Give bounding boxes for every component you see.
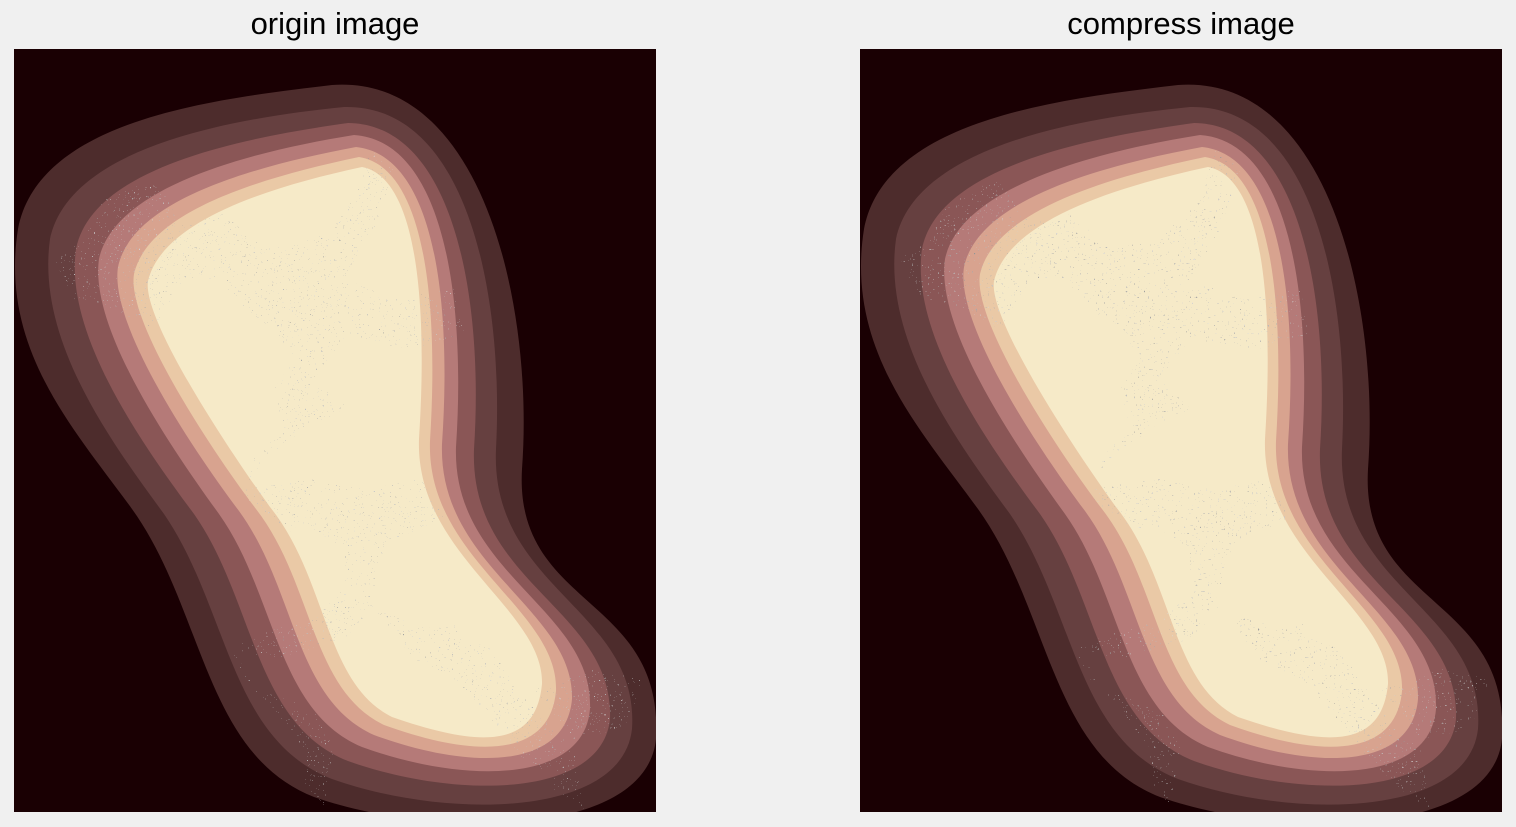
origin-fractal-image (14, 49, 656, 812)
origin-image-title: origin image (250, 6, 420, 41)
origin-image-axes (14, 49, 656, 812)
compress-image-axes (860, 49, 1502, 812)
compress-fractal-image (860, 49, 1502, 812)
compress-image-title: compress image (1067, 6, 1295, 41)
